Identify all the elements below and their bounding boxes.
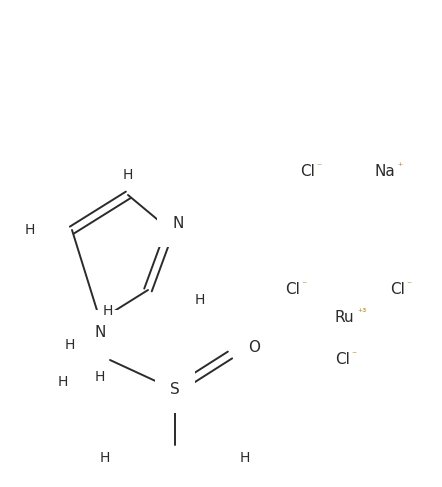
Text: ⁺: ⁺ xyxy=(397,162,402,172)
Text: H: H xyxy=(195,293,206,307)
Text: H: H xyxy=(123,168,133,182)
Text: H: H xyxy=(25,223,35,237)
Text: H: H xyxy=(57,375,68,389)
Text: Cl: Cl xyxy=(300,165,315,180)
Text: ⁻: ⁻ xyxy=(301,280,306,290)
Text: H: H xyxy=(103,304,113,318)
Text: H: H xyxy=(95,370,105,384)
Text: ⁺³: ⁺³ xyxy=(357,308,366,318)
Text: Cl: Cl xyxy=(390,282,405,298)
Text: ⁻: ⁻ xyxy=(406,280,411,290)
Text: Cl: Cl xyxy=(285,282,300,298)
Text: H: H xyxy=(99,451,110,465)
Text: ⁻: ⁻ xyxy=(316,162,321,172)
Text: N: N xyxy=(94,325,106,340)
Text: N: N xyxy=(172,217,183,231)
Text: Ru: Ru xyxy=(335,311,354,325)
Text: Cl: Cl xyxy=(335,353,350,368)
Text: O: O xyxy=(248,340,260,356)
Text: H: H xyxy=(65,338,75,352)
Text: Na: Na xyxy=(375,165,396,180)
Text: S: S xyxy=(170,382,180,397)
Text: ⁻: ⁻ xyxy=(351,350,356,360)
Text: H: H xyxy=(240,451,250,465)
